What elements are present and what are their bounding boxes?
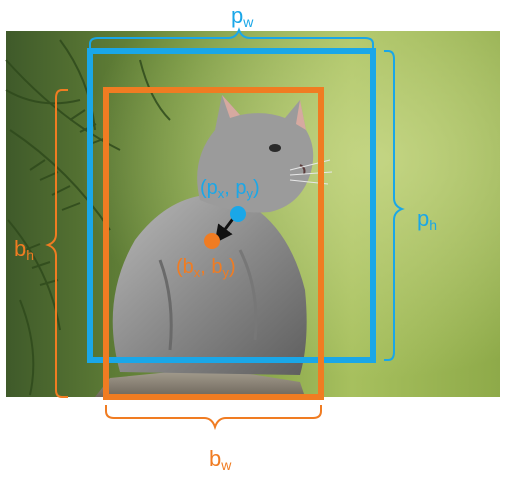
label-pred-center: (bx, by): [176, 256, 236, 280]
bh-brace: [45, 89, 68, 398]
predicted-box: [103, 87, 324, 400]
pw-brace: [89, 27, 374, 48]
pine-branches: [5, 39, 171, 396]
prior-box: [87, 48, 376, 363]
label-bh: bh: [14, 236, 34, 263]
rock: [95, 372, 305, 397]
label-prior-center: (px, py): [200, 177, 260, 201]
prior-center-dot: [230, 206, 246, 222]
label-pw: pw: [231, 3, 254, 30]
label-ph: ph: [417, 206, 437, 233]
predicted-center-dot: [204, 233, 220, 249]
bw-brace: [105, 405, 322, 431]
label-bw: bw: [209, 446, 232, 473]
ph-brace: [384, 50, 405, 361]
kitten: [112, 95, 333, 375]
